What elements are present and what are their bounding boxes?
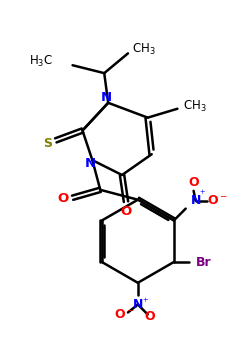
Text: S: S	[43, 137, 52, 150]
Text: N: N	[133, 298, 143, 311]
Text: N: N	[85, 157, 96, 170]
Text: H$_3$C: H$_3$C	[29, 54, 53, 69]
Text: N: N	[101, 91, 112, 104]
Text: CH$_3$: CH$_3$	[183, 99, 207, 114]
Text: O: O	[188, 176, 199, 189]
Text: $^+$: $^+$	[198, 189, 207, 199]
Text: CH$_3$: CH$_3$	[132, 42, 156, 57]
Text: Br: Br	[196, 256, 211, 268]
Text: O$^-$: O$^-$	[114, 308, 134, 321]
Text: $^+$: $^+$	[141, 298, 149, 308]
Text: O: O	[144, 310, 155, 323]
Text: O: O	[57, 192, 68, 205]
Text: O: O	[120, 205, 132, 218]
Text: O$^-$: O$^-$	[207, 194, 228, 207]
Text: N: N	[190, 194, 201, 207]
